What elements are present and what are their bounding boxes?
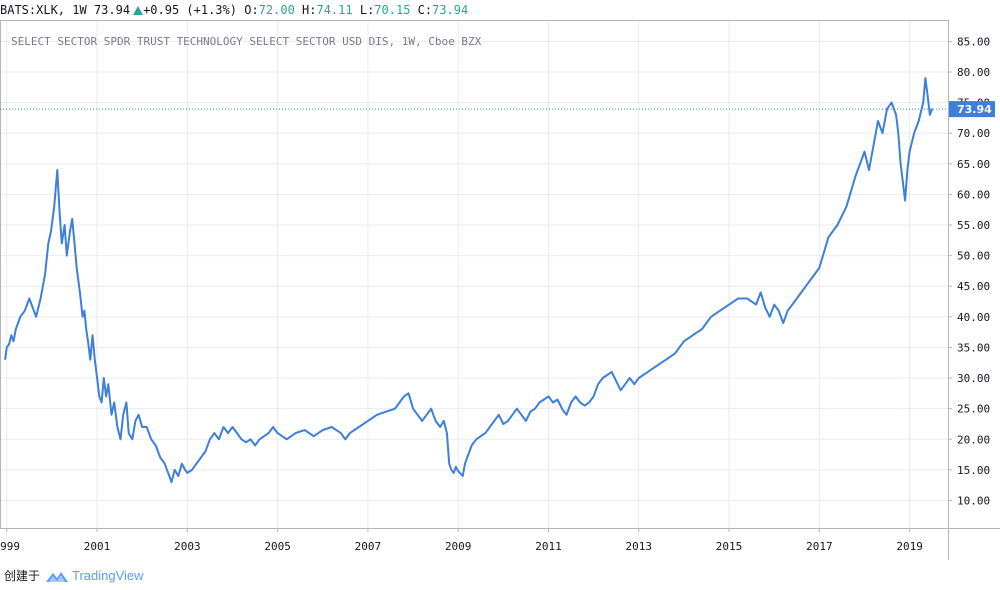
symbol-label: BATS:XLK, 1W [0, 3, 87, 17]
y-tick-label: 25.00 [957, 403, 990, 416]
y-tick-label: 35.00 [957, 341, 990, 354]
chart-title: SELECT SECTOR SPDR TRUST TECHNOLOGY SELE… [11, 35, 482, 48]
created-with-label: 创建于 [4, 569, 41, 583]
last-price: 73.94 [93, 3, 131, 17]
y-tick-label: 85.00 [957, 35, 990, 48]
price-chart[interactable]: SELECT SECTOR SPDR TRUST TECHNOLOGY SELE… [0, 0, 1000, 560]
low-value: 70.15 [374, 3, 411, 17]
x-tick-label: 2019 [896, 540, 923, 553]
x-tick-label: 2015 [716, 540, 743, 553]
y-tick-label: 40.00 [957, 311, 990, 324]
open-label: O: [244, 3, 259, 17]
x-tick-label: 2009 [445, 540, 472, 553]
x-tick-label: 2013 [626, 540, 653, 553]
up-arrow-icon [133, 6, 144, 15]
price-change: +0.95 (+1.3%) [143, 3, 237, 17]
x-tick-label: 2005 [264, 540, 291, 553]
low-label: L: [359, 3, 375, 17]
x-tick-label: 1999 [0, 540, 20, 553]
x-tick-label: 2011 [535, 540, 562, 553]
x-tick-label: 2003 [174, 540, 201, 553]
x-tick-label: 2001 [84, 540, 111, 553]
grid-lines [0, 20, 948, 528]
last-price-badge-bg [949, 101, 995, 118]
last-price-badge: 73.94 [949, 101, 995, 118]
y-tick-label: 55.00 [957, 219, 990, 232]
tradingview-brand[interactable]: TradingView [72, 568, 144, 583]
x-tick-label: 2007 [355, 540, 382, 553]
x-tick-label: 2017 [806, 540, 833, 553]
footer: 创建于 TradingView [4, 567, 144, 584]
series-line-xlk [4, 77, 934, 484]
time-axis[interactable]: 1999 2001 2003 2005 2007 2009 2011 2013 2015 2017… [0, 528, 923, 553]
high-value: 74.11 [316, 3, 353, 17]
y-tick-label: 20.00 [957, 433, 990, 446]
chart-header: BATS:XLK, 1W 73.94 +0.95 (+1.3%) O:72.00 … [0, 0, 1000, 20]
y-tick-label: 65.00 [957, 158, 990, 171]
y-tick-label: 50.00 [957, 250, 990, 263]
close-value: 73.94 [432, 3, 469, 17]
open-value: 72.00 [258, 3, 295, 17]
y-tick-label: 70.00 [957, 127, 990, 140]
y-tick-label: 15.00 [957, 464, 990, 477]
close-label: C: [417, 3, 433, 17]
tradingview-logo-icon[interactable] [46, 570, 69, 582]
y-tick-label: 30.00 [957, 372, 990, 385]
last-price-badge-text: 73.94 [957, 103, 992, 116]
y-tick-label: 60.00 [957, 188, 990, 201]
y-tick-label: 45.00 [957, 280, 990, 293]
y-tick-label: 10.00 [957, 494, 990, 507]
y-tick-label: 80.00 [957, 66, 990, 79]
high-label: H: [302, 3, 317, 17]
plot-frame [0, 20, 949, 529]
